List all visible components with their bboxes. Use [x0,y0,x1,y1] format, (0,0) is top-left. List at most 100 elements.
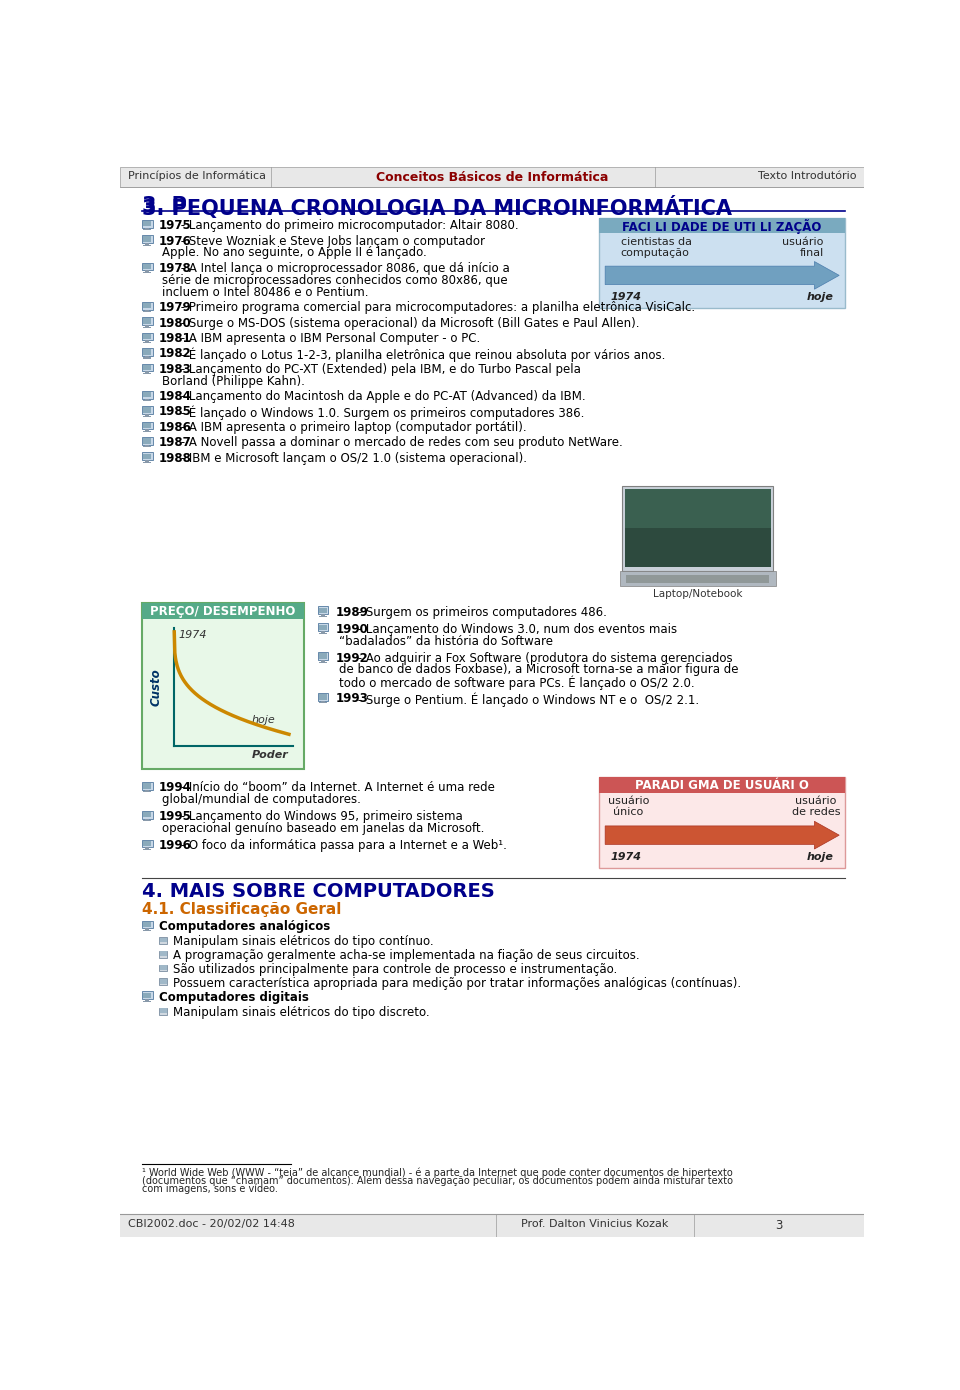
Text: 4.1. Classificação Geral: 4.1. Classificação Geral [142,902,341,917]
FancyBboxPatch shape [142,263,153,271]
FancyBboxPatch shape [145,848,150,849]
FancyBboxPatch shape [319,607,327,613]
FancyBboxPatch shape [143,992,152,998]
Text: global/mundial de computadores.: global/mundial de computadores. [162,794,361,806]
Text: Apple. No ano seguinte, o Apple II é lançado.: Apple. No ano seguinte, o Apple II é lan… [162,246,426,260]
FancyBboxPatch shape [143,303,152,309]
Text: - Lançamento do primeiro microcomputador: Altair 8080.: - Lançamento do primeiro microcomputador… [178,220,519,232]
Text: 3: 3 [775,1219,782,1233]
FancyBboxPatch shape [142,603,304,619]
FancyBboxPatch shape [622,486,774,571]
Text: 1979: 1979 [158,302,191,314]
FancyBboxPatch shape [321,614,325,616]
Text: - Ao adquirir a Fox Software (produtora do sistema gerenciados: - Ao adquirir a Fox Software (produtora … [354,652,732,664]
Text: 1974: 1974 [611,292,641,302]
Text: 3. PEQUENA CRONOLOGIA DA MICROINFORMÁTICA: 3. PEQUENA CRONOLOGIA DA MICROINFORMÁTIC… [142,196,732,220]
FancyBboxPatch shape [318,652,328,660]
Text: Borland (Philippe Kahn).: Borland (Philippe Kahn). [162,375,304,388]
Text: PARADI GMA DE USUÁRI O: PARADI GMA DE USUÁRI O [636,778,809,792]
FancyBboxPatch shape [143,364,152,370]
FancyBboxPatch shape [145,228,150,229]
FancyBboxPatch shape [145,929,150,930]
Polygon shape [605,261,839,289]
FancyBboxPatch shape [599,218,846,234]
Text: 1984: 1984 [158,391,192,403]
Text: - A IBM apresenta o IBM Personal Computer - o PC.: - A IBM apresenta o IBM Personal Compute… [178,332,481,345]
FancyBboxPatch shape [142,783,153,790]
Text: - A Novell passa a dominar o mercado de redes com seu produto NetWare.: - A Novell passa a dominar o mercado de … [178,436,623,449]
FancyBboxPatch shape [142,391,153,399]
FancyBboxPatch shape [143,264,152,270]
FancyBboxPatch shape [143,318,152,324]
Text: - Lançamento do Windows 95, primeiro sistema: - Lançamento do Windows 95, primeiro sis… [178,810,463,823]
Text: 1974: 1974 [611,852,641,862]
FancyBboxPatch shape [145,371,150,373]
FancyBboxPatch shape [159,1008,166,1013]
FancyBboxPatch shape [142,302,153,310]
Text: 1995: 1995 [158,810,192,823]
FancyBboxPatch shape [159,951,166,956]
FancyBboxPatch shape [143,841,152,847]
Text: 1992: 1992 [335,652,369,664]
Text: - IBM e Microsoft lançam o OS/2 1.0 (sistema operacional).: - IBM e Microsoft lançam o OS/2 1.0 (sis… [178,452,527,464]
Text: usuário
único: usuário único [608,796,649,817]
Text: Custo: Custo [149,669,162,706]
Text: - Lançamento do Macintosh da Apple e do PC-AT (Advanced) da IBM.: - Lançamento do Macintosh da Apple e do … [178,391,586,403]
Text: incluem o Intel 80486 e o Pentium.: incluem o Intel 80486 e o Pentium. [162,286,369,299]
Text: Texto Introdutório: Texto Introdutório [757,171,856,181]
FancyBboxPatch shape [143,349,152,354]
FancyBboxPatch shape [145,356,150,357]
FancyBboxPatch shape [142,348,153,356]
FancyBboxPatch shape [159,979,166,984]
FancyBboxPatch shape [158,937,167,944]
Text: - Surgem os primeiros computadores 486.: - Surgem os primeiros computadores 486. [354,606,607,619]
Text: todo o mercado de software para PCs. É lançado o OS/2 2.0.: todo o mercado de software para PCs. É l… [339,676,694,689]
Text: Laptop/Notebook: Laptop/Notebook [653,589,742,599]
Text: 1974: 1974 [179,630,206,641]
Text: Manipulam sinais elétricos do tipo discreto.: Manipulam sinais elétricos do tipo discr… [173,1006,429,1019]
FancyBboxPatch shape [599,777,846,792]
FancyBboxPatch shape [145,819,150,820]
Text: 1975: 1975 [158,220,191,232]
FancyBboxPatch shape [143,423,152,428]
FancyBboxPatch shape [319,624,327,630]
Text: CBI2002.doc - 20/02/02 14:48: CBI2002.doc - 20/02/02 14:48 [128,1219,295,1229]
Text: (documentos que “chamam” documentos). Além dessa navegação peculiar, os document: (documentos que “chamam” documentos). Al… [142,1176,732,1186]
FancyBboxPatch shape [599,218,846,309]
Text: 1986: 1986 [158,421,192,434]
Text: 1989: 1989 [335,606,369,619]
Text: hoje: hoje [807,852,834,862]
FancyBboxPatch shape [143,812,152,817]
FancyBboxPatch shape [321,701,325,703]
Text: 1987: 1987 [158,436,191,449]
FancyBboxPatch shape [625,489,771,567]
FancyBboxPatch shape [321,631,325,632]
Text: cientistas da
computação: cientistas da computação [621,236,691,259]
FancyBboxPatch shape [142,317,153,325]
Text: - Steve Wozniak e Steve Jobs lançam o computador: - Steve Wozniak e Steve Jobs lançam o co… [178,235,486,247]
FancyBboxPatch shape [142,436,153,445]
Text: Computadores analógicos: Computadores analógicos [158,920,330,933]
FancyBboxPatch shape [158,979,167,986]
Text: operacional genuíno baseado em janelas da Microsoft.: operacional genuíno baseado em janelas d… [162,821,484,835]
Text: 1981: 1981 [158,332,191,345]
FancyBboxPatch shape [145,430,150,431]
Text: hoje: hoje [807,292,834,302]
FancyBboxPatch shape [145,325,150,327]
Text: Manipulam sinais elétricos do tipo contínuo.: Manipulam sinais elétricos do tipo contí… [173,935,433,948]
Text: - É lançado o Windows 1.0. Surgem os primeiros computadores 386.: - É lançado o Windows 1.0. Surgem os pri… [178,406,585,420]
FancyBboxPatch shape [143,783,152,788]
Text: 1985: 1985 [158,406,192,418]
FancyBboxPatch shape [120,167,864,186]
Text: série de microprocessadores conhecidos como 80x86, que: série de microprocessadores conhecidos c… [162,274,508,286]
FancyBboxPatch shape [318,606,328,614]
Text: Conceitos Básicos de Informática: Conceitos Básicos de Informática [375,171,609,183]
FancyBboxPatch shape [143,392,152,398]
FancyBboxPatch shape [159,965,166,970]
FancyBboxPatch shape [158,965,167,972]
FancyBboxPatch shape [145,341,150,342]
FancyBboxPatch shape [599,777,846,869]
FancyBboxPatch shape [159,938,166,942]
Text: “badalados” da história do Software: “badalados” da história do Software [339,635,553,648]
FancyBboxPatch shape [319,653,327,659]
